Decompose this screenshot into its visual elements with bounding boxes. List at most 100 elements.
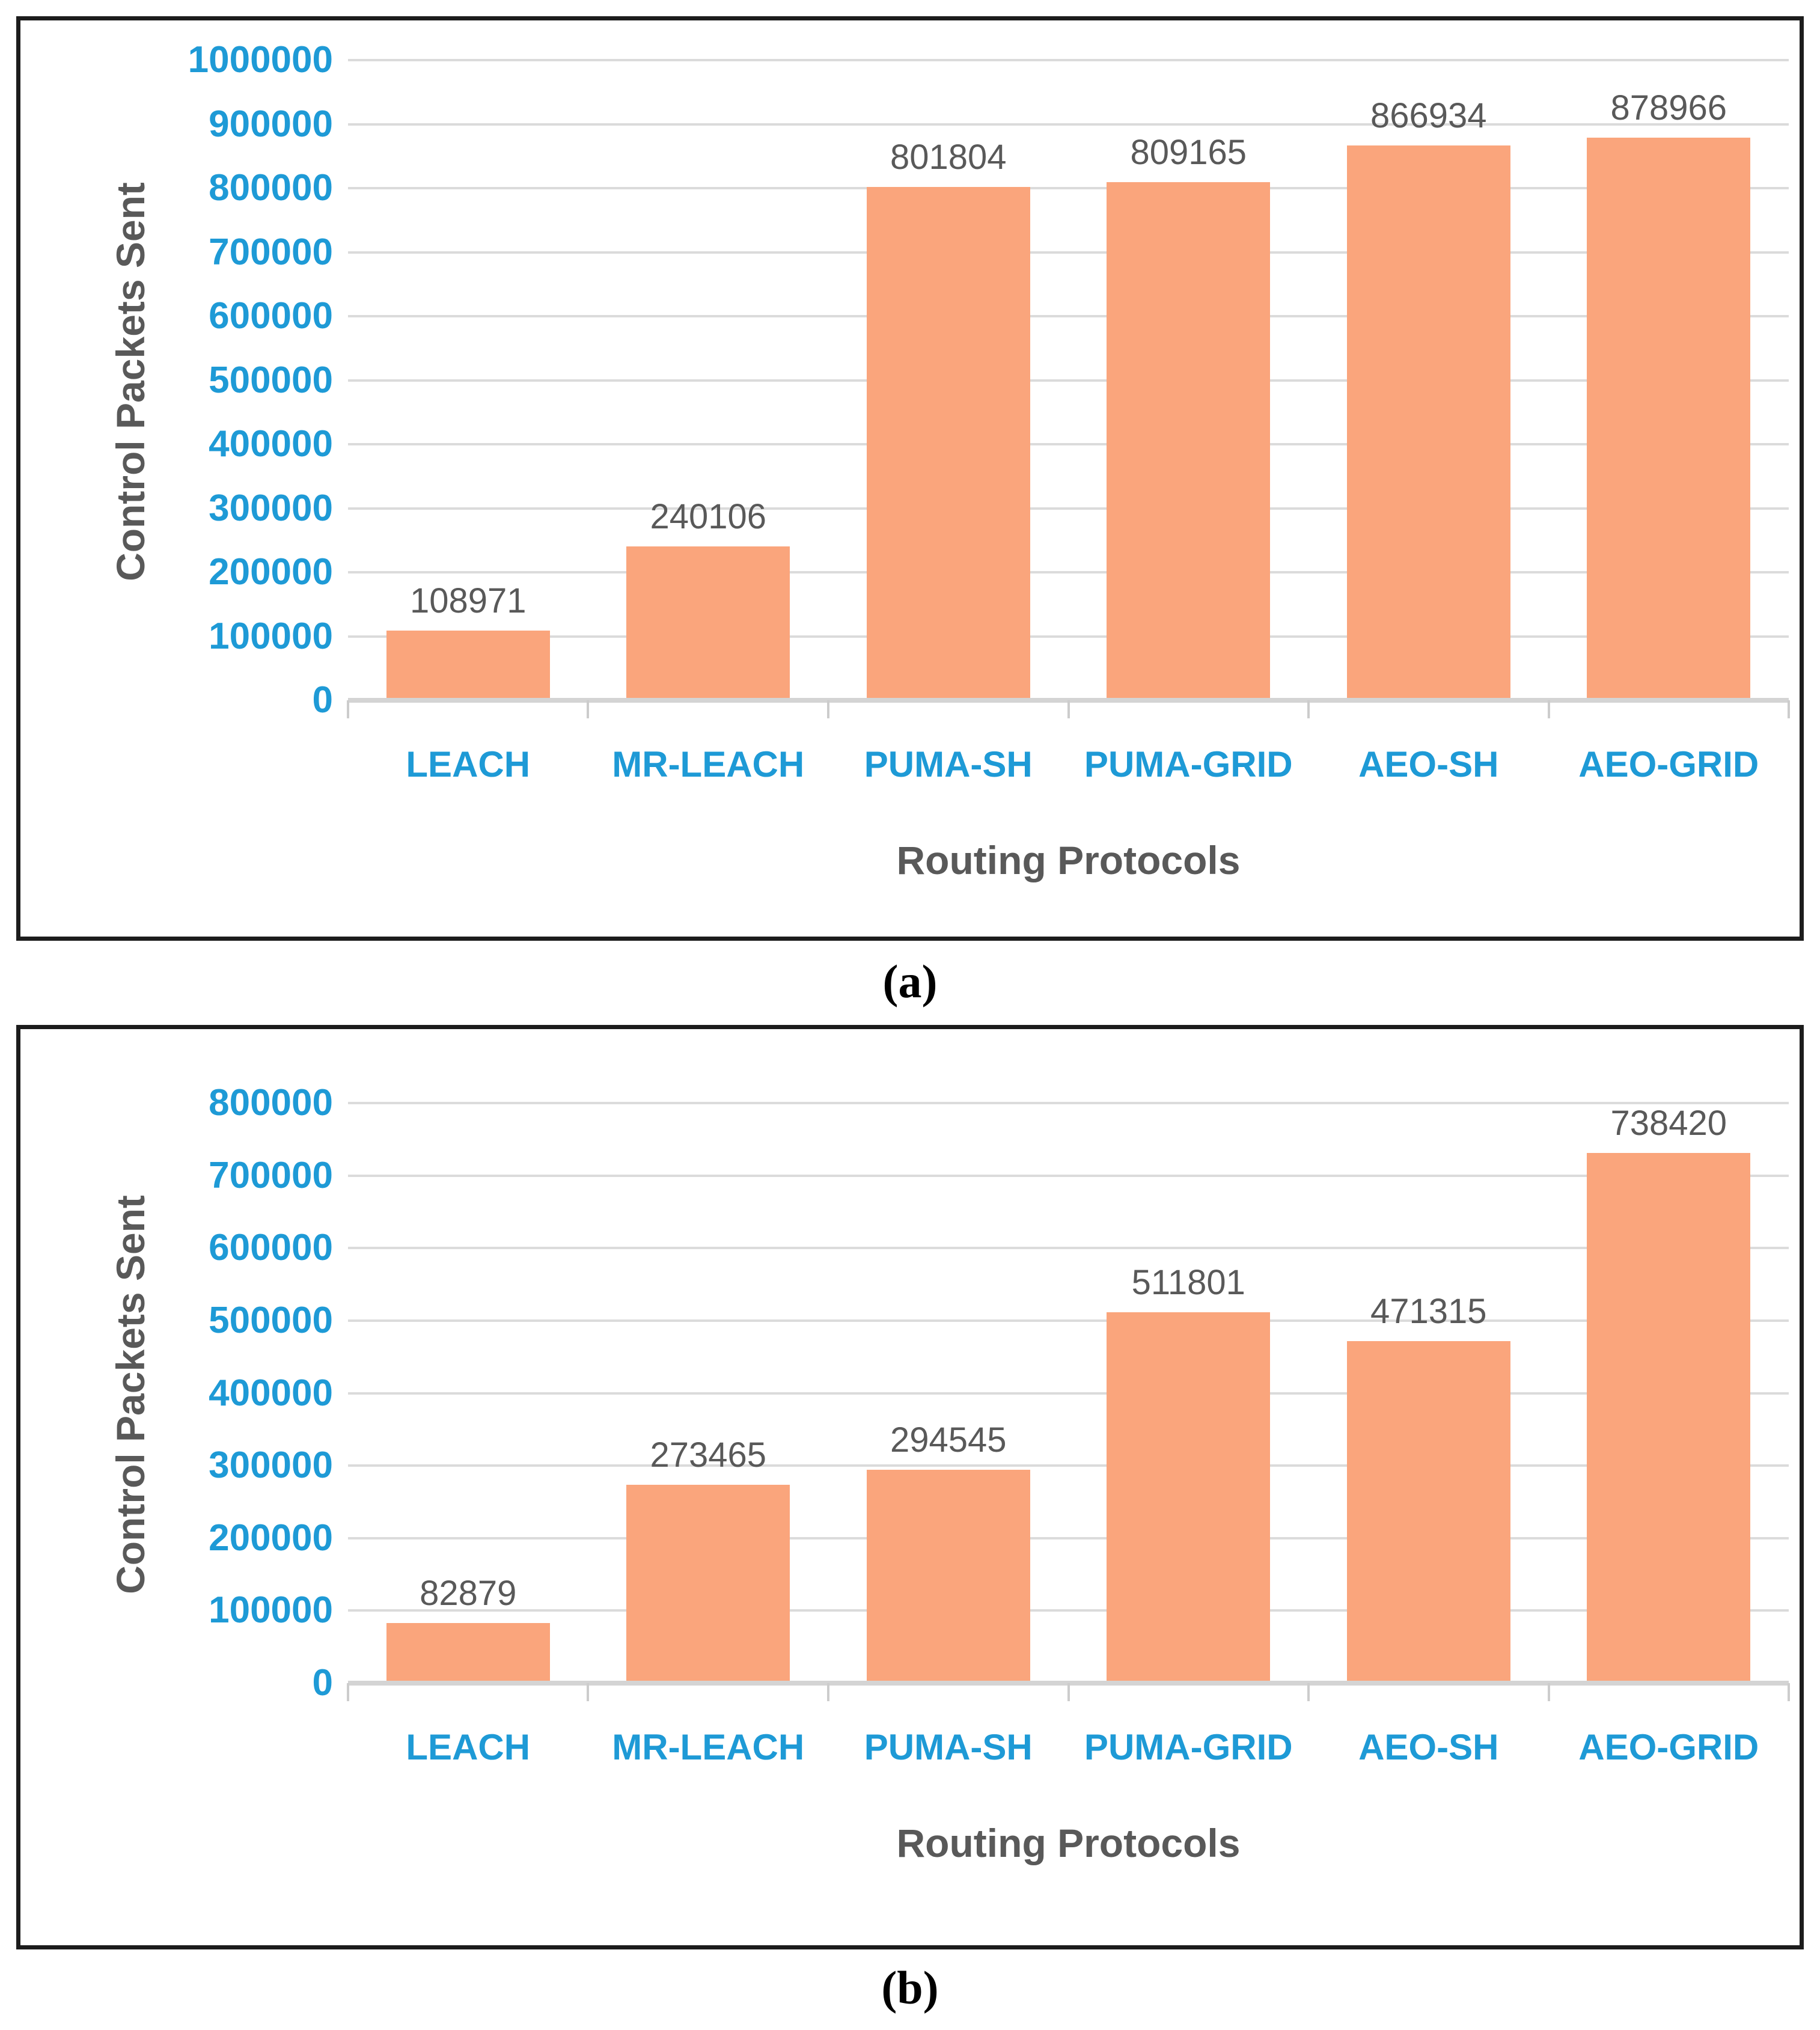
y-tick-label: 200000: [209, 551, 333, 593]
x-axis-tick: [1788, 700, 1790, 718]
gridline: [348, 187, 1789, 189]
bar-series: 108971 240106 801804 809165 866934 878966: [348, 60, 1789, 700]
x-axis-tick: [1307, 700, 1310, 718]
y-tick-label: 100000: [209, 1589, 333, 1631]
y-tick-label: 300000: [209, 487, 333, 529]
x-category-label: AEO-SH: [1358, 744, 1499, 784]
plot-area: 108971 240106 801804 809165 866934 878966: [347, 59, 1790, 718]
x-category-label: AEO-GRID: [1578, 1727, 1759, 1767]
chart-panel-a: Control Packets Sent 0 100000 200000 300000 4…: [16, 16, 1804, 941]
plot-area: 82879 273465 294545 511801 471315 738420: [347, 1102, 1790, 1701]
y-tick-label: 100000: [209, 615, 333, 657]
bar-category-aeo-grid: 878966: [1549, 60, 1789, 700]
bar-data-label: 878966: [1610, 88, 1727, 127]
bar: [866, 187, 1030, 700]
gridline: [348, 59, 1789, 61]
bar-data-label: 273465: [650, 1435, 767, 1475]
x-axis-tick: [587, 700, 590, 718]
gridline: [348, 635, 1789, 638]
bar-category-mr-leach: 240106: [588, 60, 829, 700]
x-axis-tick: [1307, 1683, 1310, 1701]
x-axis-tick: [587, 1683, 590, 1701]
bar: [866, 1469, 1030, 1683]
gridline: [348, 443, 1789, 445]
bar: [386, 630, 550, 700]
y-tick-label: 400000: [209, 1372, 333, 1414]
bar-category-puma-grid: 511801: [1069, 1103, 1309, 1683]
y-tick-label: 400000: [209, 423, 333, 465]
bar: [1346, 145, 1510, 700]
bar: [1587, 1153, 1751, 1683]
x-axis-title: Routing Protocols: [896, 838, 1241, 882]
x-axis-title: Routing Protocols: [896, 1821, 1241, 1865]
gridline: [348, 1247, 1789, 1250]
gridline: [348, 251, 1789, 254]
y-tick-label: 600000: [209, 295, 333, 337]
x-axis-tick: [1788, 1683, 1790, 1701]
bar: [386, 1623, 550, 1683]
chart-a: Control Packets Sent 0 100000 200000 300000 4…: [20, 20, 1800, 937]
gridline: [348, 1392, 1789, 1395]
x-category-label: LEACH: [406, 744, 531, 784]
bar-data-label: 471315: [1370, 1292, 1487, 1331]
x-category-label: AEO-GRID: [1578, 744, 1759, 784]
x-axis-tick: [1547, 700, 1550, 718]
bar-data-label: 738420: [1610, 1104, 1727, 1143]
x-category-label: AEO-SH: [1358, 1727, 1499, 1767]
x-category-label: PUMA-GRID: [1084, 1727, 1293, 1767]
x-category-label: PUMA-GRID: [1084, 744, 1293, 784]
gridline: [348, 1174, 1789, 1177]
bar-category-leach: 108971: [348, 60, 588, 700]
gridline: [348, 1464, 1789, 1467]
gridline: [348, 571, 1789, 573]
gridline: [348, 379, 1789, 382]
bar-data-label: 511801: [1131, 1262, 1245, 1302]
chart-b: Control Packets Sent 0 100000 200000 300000 4…: [20, 1029, 1800, 1945]
y-tick-label: 800000: [209, 167, 333, 209]
gridline: [348, 315, 1789, 317]
subfigure-caption-b: (b): [881, 1961, 939, 2014]
x-category-label: PUMA-SH: [864, 744, 1033, 784]
gridline: [348, 507, 1789, 510]
bar-category-mr-leach: 273465: [588, 1103, 829, 1683]
gridline: [348, 1319, 1789, 1322]
bar: [1107, 1312, 1271, 1683]
bar-category-aeo-sh: 471315: [1309, 1103, 1549, 1683]
x-axis-tick: [826, 700, 829, 718]
bar-category-puma-sh: 801804: [828, 60, 1069, 700]
y-tick-label: 1000000: [188, 39, 333, 81]
y-tick-label: 700000: [209, 231, 333, 273]
y-tick-label: 900000: [209, 103, 333, 145]
bar-series: 82879 273465 294545 511801 471315 738420: [348, 1103, 1789, 1683]
bar: [626, 546, 790, 700]
bar-data-label: 809165: [1130, 133, 1247, 173]
x-category-label: MR-LEACH: [612, 744, 805, 784]
y-tick-label: 200000: [209, 1517, 333, 1559]
bar: [1107, 182, 1271, 700]
y-tick-label: 800000: [209, 1082, 333, 1124]
bar-data-label: 294545: [890, 1420, 1007, 1460]
x-axis-labels: LEACH MR-LEACH PUMA-SH PUMA-GRID AEO-SH AEO-G…: [348, 744, 1789, 785]
gridline: [348, 1536, 1789, 1539]
x-category-label: MR-LEACH: [612, 1727, 805, 1767]
y-tick-label: 0: [312, 1662, 333, 1704]
bar: [626, 1485, 790, 1683]
subfigure-caption-a: (a): [882, 955, 938, 1007]
chart-panel-b: Control Packets Sent 0 100000 200000 300000 4…: [16, 1025, 1804, 1949]
x-axis-tick: [1067, 700, 1070, 718]
x-axis-tick: [347, 700, 349, 718]
y-tick-label: 0: [312, 679, 333, 721]
gridline: [348, 1102, 1789, 1104]
x-category-label: PUMA-SH: [864, 1727, 1033, 1767]
bar: [1346, 1341, 1510, 1683]
x-axis-tick: [347, 1683, 349, 1701]
x-axis-tick: [1547, 1683, 1550, 1701]
gridline: [348, 1609, 1789, 1612]
gridline: [348, 123, 1789, 126]
y-tick-label: 700000: [209, 1154, 333, 1196]
bar-category-puma-sh: 294545: [828, 1103, 1069, 1683]
x-axis-tick: [826, 1683, 829, 1701]
y-tick-label: 600000: [209, 1227, 333, 1269]
bar-data-label: 240106: [650, 497, 767, 537]
